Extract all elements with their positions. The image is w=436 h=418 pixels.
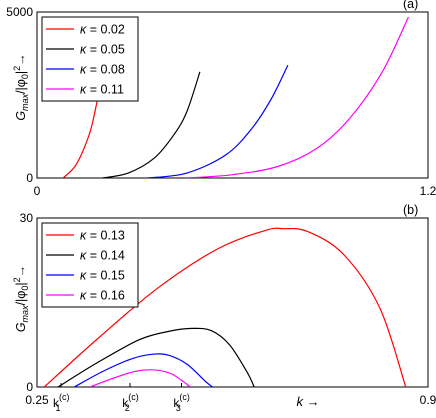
critical-k-sub: 1 bbox=[56, 403, 61, 413]
series-line-1 bbox=[43, 227, 407, 387]
y-label-g: G bbox=[14, 111, 28, 121]
x-tick-label: 0 bbox=[34, 184, 41, 198]
legend-kappa: κ bbox=[80, 269, 87, 283]
y-tick-label: 0 bbox=[26, 380, 33, 394]
panel-label: (b) bbox=[403, 203, 418, 217]
legend-entry: κ = 0.02 bbox=[80, 23, 125, 37]
legend-kappa: κ bbox=[80, 43, 87, 57]
legend-kappa: κ bbox=[80, 23, 87, 37]
x-tick-label: 0.9 bbox=[420, 393, 436, 407]
legend-entry: κ = 0.13 bbox=[80, 229, 125, 243]
legend-kappa: κ bbox=[80, 289, 87, 303]
series-line-2 bbox=[102, 71, 201, 178]
critical-k-base: k bbox=[173, 396, 180, 410]
plot-frame bbox=[36, 11, 429, 179]
y-label-bar: | bbox=[14, 71, 28, 74]
legend-entry: κ = 0.05 bbox=[80, 43, 125, 57]
y-tick-label: 5000 bbox=[6, 5, 33, 19]
legend: κ = 0.13κ = 0.14κ = 0.15κ = 0.16 bbox=[41, 222, 139, 308]
critical-k-base: k bbox=[53, 396, 60, 410]
critical-k-label: k(c) 1 bbox=[53, 392, 70, 413]
y-label-g: G bbox=[14, 322, 28, 332]
legend-value: = 0.15 bbox=[86, 269, 125, 283]
series-line-4 bbox=[89, 369, 191, 387]
y-label-sub: max bbox=[20, 93, 30, 111]
critical-k-base: k bbox=[122, 396, 129, 410]
legend-value: = 0.11 bbox=[86, 83, 124, 97]
legend-entry: κ = 0.08 bbox=[80, 63, 125, 77]
y-label-sup: 2 bbox=[12, 277, 22, 282]
y-label-arrow: → bbox=[14, 265, 28, 278]
critical-k-label: k(c) 2 bbox=[122, 392, 139, 413]
series-line-3 bbox=[147, 64, 289, 178]
legend-value: = 0.13 bbox=[86, 229, 125, 243]
series-group bbox=[43, 227, 407, 387]
legend-value: = 0.16 bbox=[86, 289, 125, 303]
y-label-bar: | bbox=[14, 282, 28, 285]
panel-label: (a) bbox=[403, 0, 418, 11]
y-label-phi: /|φ bbox=[14, 291, 28, 306]
critical-k-sup: (c) bbox=[128, 392, 139, 402]
y-tick-label: 30 bbox=[20, 211, 34, 225]
legend-value: = 0.02 bbox=[86, 23, 125, 37]
y-label-sub: max bbox=[20, 305, 30, 323]
legend-entry: κ = 0.11 bbox=[80, 83, 124, 97]
y-label-sup: 2 bbox=[12, 66, 22, 71]
legend-entry: κ = 0.15 bbox=[80, 269, 125, 283]
series-line-2 bbox=[57, 327, 255, 387]
critical-k-label: k(c) 3 bbox=[173, 392, 190, 413]
legend-entry: κ = 0.14 bbox=[80, 249, 125, 263]
legend-kappa: κ bbox=[80, 249, 87, 263]
critical-k-sub: 2 bbox=[125, 403, 130, 413]
legend-value: = 0.08 bbox=[86, 63, 125, 77]
y-label-sub2: 0 bbox=[20, 74, 30, 79]
legend-box bbox=[41, 16, 139, 102]
series-line-4 bbox=[186, 16, 409, 178]
y-tick-label: 0 bbox=[26, 171, 33, 185]
x-axis-label: k → bbox=[297, 394, 320, 409]
series-line-3 bbox=[74, 353, 214, 387]
y-label-phi: /|φ bbox=[14, 79, 28, 94]
legend-kappa: κ bbox=[80, 63, 87, 77]
y-axis-label: Gmax/|φ0|2→ bbox=[12, 265, 30, 332]
legend-kappa: κ bbox=[80, 83, 87, 97]
y-label-sub2: 0 bbox=[20, 286, 30, 291]
critical-k-sup: (c) bbox=[179, 392, 190, 402]
x-tick-label: 0.25 bbox=[25, 393, 49, 407]
legend: κ = 0.02κ = 0.05κ = 0.08κ = 0.11 bbox=[41, 16, 139, 102]
legend-box bbox=[41, 222, 139, 308]
y-label-arrow: → bbox=[14, 53, 28, 66]
y-axis-label: Gmax/|φ0|2→ bbox=[12, 53, 30, 120]
critical-k-sub: 3 bbox=[176, 403, 181, 413]
legend-value: = 0.14 bbox=[86, 249, 125, 263]
legend-value: = 0.05 bbox=[86, 43, 125, 57]
critical-k-sup: (c) bbox=[59, 392, 70, 402]
x-tick-label: 1.2 bbox=[420, 184, 436, 198]
plot-frame bbox=[36, 217, 429, 388]
legend-entry: κ = 0.16 bbox=[80, 289, 125, 303]
legend-kappa: κ bbox=[80, 229, 87, 243]
